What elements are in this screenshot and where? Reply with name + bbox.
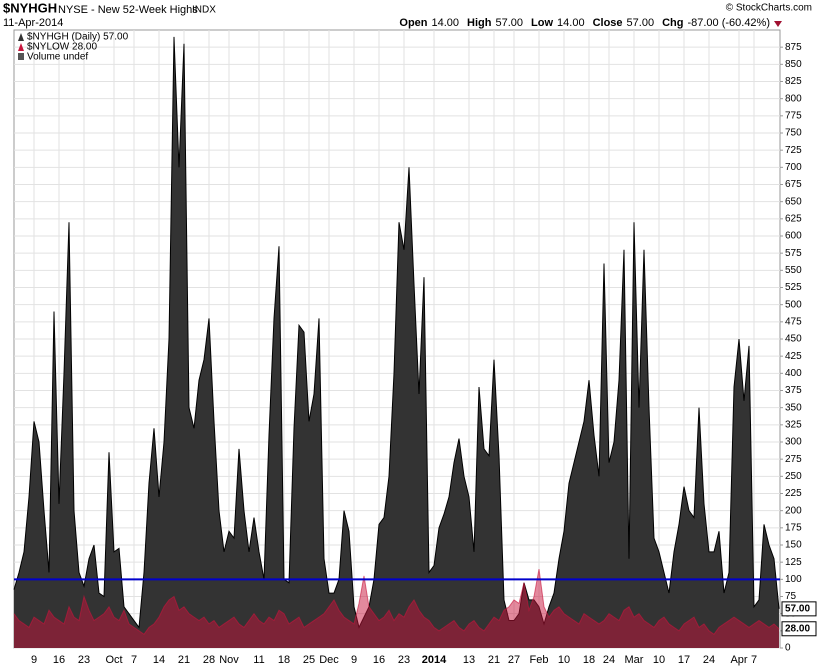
x-tick-label: 16	[373, 654, 385, 666]
x-tick-label: 21	[178, 654, 190, 666]
y-tick-label: 150	[785, 540, 802, 551]
quote-label: Low	[531, 17, 553, 29]
y-tick-label: 650	[785, 196, 802, 207]
x-tick-label: Mar	[625, 654, 644, 666]
quote-value: -87.00 (-60.42%)	[687, 17, 770, 29]
x-tick-label: 27	[508, 654, 520, 666]
x-tick-label: 9	[351, 654, 357, 666]
y-tick-label: 0	[785, 643, 791, 654]
y-tick-label: 850	[785, 59, 802, 70]
area-line	[13, 568, 780, 635]
y-tick-label: 125	[785, 557, 802, 568]
legend-icon	[18, 43, 24, 51]
last-value-box	[781, 621, 817, 637]
quote-label: Open	[399, 17, 427, 29]
y-tick-label: 200	[785, 505, 802, 516]
exchange: INDX	[192, 5, 216, 16]
legend-label: $NYLOW 28.00	[27, 42, 97, 53]
quote-value: 14.00	[432, 17, 460, 29]
y-tick-label: 525	[785, 282, 802, 293]
y-tick-label: 600	[785, 231, 802, 242]
x-tick-label: 16	[53, 654, 65, 666]
y-tick-label: 250	[785, 471, 802, 482]
last-value-label: 57.00	[785, 604, 810, 615]
y-tick-label: 400	[785, 368, 802, 379]
area	[14, 36, 779, 649]
x-tick-label: 11	[253, 654, 264, 666]
symbol: $NYHGH	[3, 0, 57, 15]
x-tick-label: 7	[131, 654, 137, 666]
quote-label: Chg	[662, 17, 683, 29]
quote-label: Close	[593, 17, 623, 29]
x-tick-label: 25	[303, 654, 315, 666]
last-value-box	[781, 601, 817, 617]
x-tick-label: 10	[653, 654, 665, 666]
x-tick-label: 24	[603, 654, 615, 666]
y-tick-label: 550	[785, 265, 802, 276]
x-tick-label: 17	[678, 654, 690, 666]
legend-label: $NYHGH (Daily) 57.00	[27, 32, 129, 43]
y-tick-label: 225	[785, 488, 802, 499]
copyright: © StockCharts.com	[726, 3, 812, 14]
y-tick-label: 675	[785, 179, 802, 190]
y-tick-label: 350	[785, 402, 802, 413]
x-tick-label: 9	[31, 654, 37, 666]
quote-value: 14.00	[557, 17, 585, 29]
x-tick-label: 23	[398, 654, 410, 666]
x-tick-label: 23	[78, 654, 90, 666]
y-tick-label: 625	[785, 213, 802, 224]
y-tick-label: 375	[785, 385, 802, 396]
x-tick-label: 7	[751, 654, 757, 666]
x-tick-label: Oct	[105, 654, 122, 666]
legend-label: Volume undef	[27, 52, 88, 63]
last-value-label: 28.00	[785, 623, 810, 634]
x-tick-label: Apr	[730, 654, 747, 666]
area-line	[13, 36, 780, 629]
security-name: NYSE - New 52-Week Highs	[58, 4, 198, 16]
x-tick-label: 10	[558, 654, 570, 666]
y-tick-label: 700	[785, 162, 802, 173]
quote-label: High	[467, 17, 492, 29]
quote-value: 57.00	[496, 17, 524, 29]
quote-value: 57.00	[627, 17, 655, 29]
y-tick-label: 275	[785, 454, 802, 465]
y-tick-label: 175	[785, 522, 802, 533]
y-tick-label: 325	[785, 419, 802, 430]
date: 11-Apr-2014	[3, 17, 63, 29]
down-arrow	[774, 21, 782, 27]
x-tick-label: 21	[488, 654, 500, 666]
x-tick-label: 13	[463, 654, 475, 666]
x-tick-label: 28	[203, 654, 215, 666]
y-tick-label: 500	[785, 299, 802, 310]
legend-icon	[18, 53, 24, 60]
x-tick-label: 18	[583, 654, 595, 666]
y-tick-label: 825	[785, 76, 802, 87]
legend-icon	[18, 33, 24, 41]
y-tick-label: 75	[785, 591, 797, 602]
x-tick-label: Nov	[219, 654, 239, 666]
x-tick-label: 24	[703, 654, 715, 666]
x-tick-label: Feb	[530, 654, 549, 666]
y-tick-label: 775	[785, 110, 802, 121]
x-tick-label: Dec	[319, 654, 339, 666]
x-tick-label: 18	[278, 654, 290, 666]
y-tick-label: 725	[785, 145, 802, 156]
y-tick-label: 800	[785, 93, 802, 104]
y-tick-label: 300	[785, 437, 802, 448]
y-tick-label: 450	[785, 334, 802, 345]
x-tick-label: 14	[153, 654, 165, 666]
y-tick-label: 750	[785, 128, 802, 139]
y-tick-label: 875	[785, 42, 802, 53]
area	[14, 569, 779, 648]
y-tick-label: 425	[785, 351, 802, 362]
x-tick-label: 2014	[422, 654, 447, 666]
y-tick-label: 100	[785, 574, 802, 585]
y-tick-label: 575	[785, 248, 802, 259]
y-tick-label: 475	[785, 316, 802, 327]
